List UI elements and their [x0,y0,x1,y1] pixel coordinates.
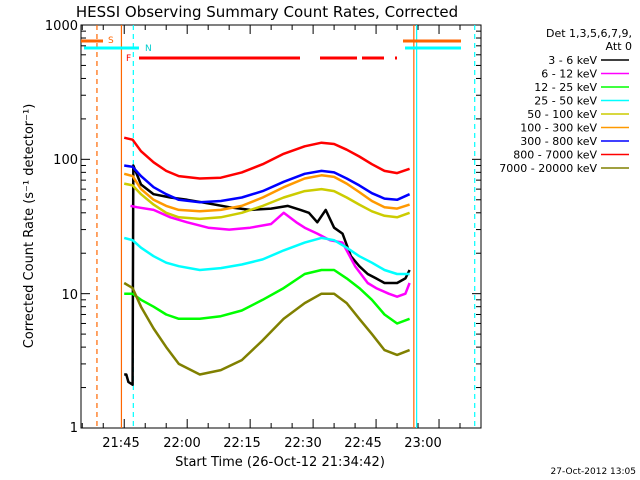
series-lines [123,136,411,386]
vertical-markers [96,25,476,428]
series-line-2 [124,268,411,325]
y-axis-label: Corrected Count Rate (s⁻¹ detector⁻¹) [22,104,37,349]
x-tick-label-2215: 22:15 [223,436,260,451]
y-tick-label-1: 1 [70,421,78,436]
x-tick-label-2230: 22:30 [284,436,321,451]
chart-title: HESSI Observing Summary Count Rates, Cor… [76,3,458,21]
series-line-4 [123,182,411,221]
plot-area: S N F [80,24,482,429]
y-axis: 1000 100 10 1 Corrected Count Rate (s⁻¹ … [22,19,481,436]
x-axis-ticks [81,25,482,428]
series-line-6 [124,164,411,204]
footer-timestamp: 27-Oct-2012 13:05 [551,467,636,477]
legend-label-2: 12 - 25 keV [534,81,597,94]
legend-label-8: 7000 - 20000 keV [499,162,597,175]
legend-label-0: 3 - 6 keV [548,54,597,67]
legend-label-3: 25 - 50 keV [534,95,597,108]
x-axis-label: Start Time (26-Oct-12 21:34:42) [175,455,385,470]
series-line-0 [124,164,411,386]
legend-label-7: 800 - 7000 keV [513,149,597,162]
x-tick-label-2145: 21:45 [102,436,139,451]
flag-s-label: S [108,36,114,46]
series-line-7 [123,136,411,180]
x-axis: 21:45 22:00 22:15 22:30 22:45 23:00 Star… [81,25,482,470]
plot-frame [80,24,482,429]
series-line-8 [123,281,411,376]
legend-label-1: 6 - 12 keV [541,68,597,81]
x-tick-label-2300: 23:00 [404,436,441,451]
series-line-5 [123,172,410,213]
y-axis-ticks [81,30,481,429]
legend-label-5: 100 - 300 keV [520,122,597,135]
series-line-1 [130,204,411,298]
legend-label-4: 50 - 100 keV [527,108,597,121]
x-tick-label-2245: 22:45 [344,436,381,451]
flag-f-label: F [126,54,131,64]
flag-n-label: N [145,44,152,54]
legend-header-line-2: Att 0 [606,40,632,53]
legend-label-6: 300 - 800 keV [520,135,597,148]
x-tick-label-2200: 22:00 [163,436,200,451]
y-tick-label-1000: 1000 [45,19,78,34]
series-line-3 [123,236,410,276]
legend-header-line-1: Det 1,3,5,6,7,9, [546,27,632,40]
flag-bars: S N F [81,36,461,64]
y-tick-label-10: 10 [61,288,78,303]
y-tick-label-100: 100 [53,153,78,168]
